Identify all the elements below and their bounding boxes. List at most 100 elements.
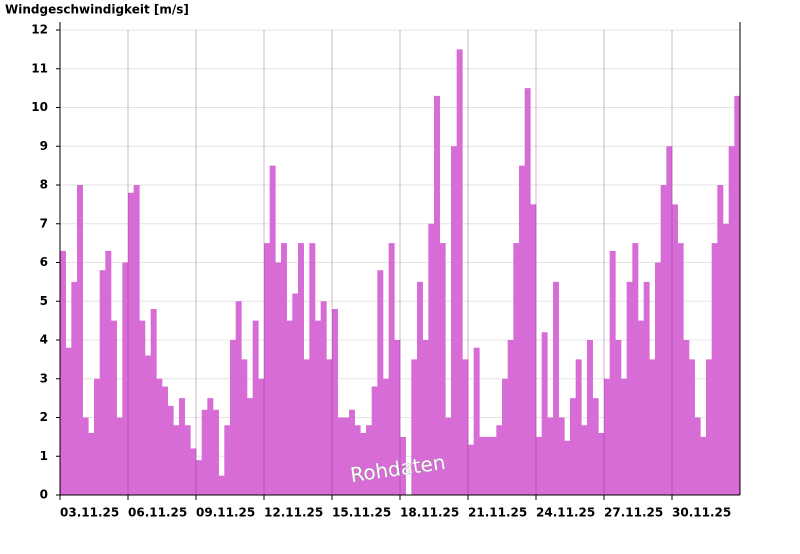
x-tick-label: 21.11.25: [468, 506, 527, 520]
y-tick-label: 2: [40, 410, 48, 424]
bar: [116, 417, 123, 495]
bar: [71, 281, 78, 495]
bar: [264, 243, 270, 495]
bar: [167, 405, 174, 495]
bar: [711, 243, 718, 495]
bar: [728, 146, 735, 495]
bar: [655, 262, 661, 495]
bar: [456, 49, 463, 495]
bar: [156, 378, 163, 495]
bar: [94, 378, 100, 495]
bar: [111, 320, 117, 495]
bar: [218, 475, 225, 495]
bar: [672, 204, 678, 495]
bar: [286, 320, 293, 495]
bar: [315, 320, 321, 495]
bar: [473, 347, 480, 495]
bar: [377, 270, 384, 495]
y-tick-label: 10: [31, 100, 48, 114]
bar: [558, 417, 565, 495]
bar: [281, 243, 287, 495]
bar: [184, 425, 191, 495]
bar: [411, 359, 418, 495]
bar: [247, 398, 253, 495]
bar: [422, 340, 429, 495]
bar: [354, 425, 361, 495]
bar: [196, 460, 202, 495]
bar: [524, 88, 531, 495]
bar: [638, 320, 644, 495]
bar: [179, 398, 185, 495]
bar: [462, 359, 469, 495]
bar: [485, 436, 491, 495]
bar: [502, 378, 508, 495]
bar: [575, 359, 582, 495]
bar: [632, 243, 639, 495]
bar: [258, 378, 265, 495]
bar: [241, 359, 248, 495]
bar: [145, 355, 151, 495]
bar: [269, 165, 276, 495]
bar: [230, 340, 236, 495]
bar: [609, 250, 616, 495]
bar: [360, 433, 367, 495]
bar: [553, 281, 559, 495]
bar: [694, 417, 701, 495]
bar: [479, 436, 486, 495]
bar: [519, 165, 525, 495]
bar: [201, 409, 208, 495]
y-tick-label: 3: [40, 371, 48, 385]
x-tick-label: 30.11.25: [672, 506, 731, 520]
bar: [451, 146, 457, 495]
y-tick-label: 8: [40, 178, 48, 192]
y-tick-label: 1: [40, 449, 48, 463]
bar: [320, 301, 327, 495]
bar: [298, 243, 304, 495]
bar: [683, 340, 690, 495]
bar: [394, 340, 401, 495]
y-tick-label: 0: [40, 488, 48, 502]
y-tick-label: 4: [40, 333, 48, 347]
bar: [122, 262, 129, 495]
bar: [536, 436, 542, 495]
bar: [207, 398, 214, 495]
bar: [587, 340, 593, 495]
bar: [581, 425, 588, 495]
bar: [235, 301, 242, 495]
bar: [513, 243, 520, 495]
bar: [677, 243, 684, 495]
bar: [439, 243, 446, 495]
bar: [496, 425, 503, 495]
bar: [541, 332, 548, 495]
bar: [337, 417, 344, 495]
bar: [706, 359, 712, 495]
bar: [570, 398, 576, 495]
bar: [150, 309, 157, 495]
x-tick-label: 03.11.25: [60, 506, 119, 520]
bar: [507, 340, 514, 495]
bar: [400, 436, 406, 495]
bar: [139, 320, 146, 495]
bar: [445, 417, 452, 495]
bar: [660, 185, 667, 495]
bar: [388, 243, 395, 495]
bar: [65, 347, 72, 495]
bar: [649, 359, 656, 495]
bar: [133, 185, 140, 495]
y-tick-label: 12: [31, 23, 48, 37]
bar: [490, 436, 497, 495]
bar: [224, 425, 231, 495]
chart-title: Windgeschwindigkeit [m/s]: [5, 3, 189, 17]
bar: [592, 398, 599, 495]
bar: [162, 386, 168, 495]
y-tick-label: 5: [40, 294, 48, 308]
bar: [366, 425, 372, 495]
y-tick-label: 7: [40, 216, 48, 230]
bar: [99, 270, 106, 495]
bar: [252, 320, 259, 495]
x-tick-label: 12.11.25: [264, 506, 323, 520]
bar: [173, 425, 180, 495]
y-tick-label: 11: [31, 61, 48, 75]
